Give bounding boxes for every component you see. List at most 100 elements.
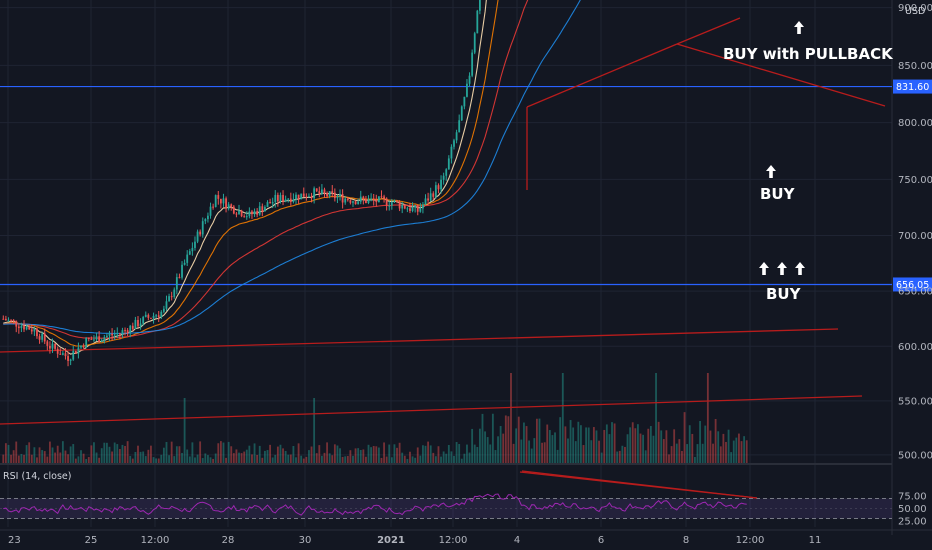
candle-body (160, 311, 163, 317)
candle-body (212, 206, 215, 208)
volume-bar (732, 440, 735, 463)
candle-body (375, 200, 378, 203)
candle-body (453, 140, 455, 147)
trendline[interactable] (676, 17, 741, 45)
volume-bar (649, 426, 652, 463)
candle-body (173, 289, 176, 297)
volume-bar (292, 445, 295, 463)
candle-body (129, 325, 132, 334)
candle-body (287, 198, 290, 200)
candle-body (152, 315, 155, 319)
volume-bar (36, 457, 38, 463)
volume-bar (162, 447, 165, 463)
volume-bar (388, 444, 391, 463)
candle-body (12, 319, 15, 321)
volume-bar (276, 446, 279, 463)
volume-bar (168, 455, 170, 463)
candle-body (134, 319, 137, 329)
candle-body (23, 326, 25, 330)
candle-body (90, 338, 93, 340)
candle-body (77, 347, 80, 354)
candle-body (131, 325, 134, 329)
volume-bar (199, 441, 202, 463)
rsi-trendline[interactable] (521, 470, 758, 499)
candle-body (105, 335, 108, 338)
volume-bar (484, 431, 486, 463)
volume-bar (520, 439, 523, 463)
volume-bar (365, 456, 367, 463)
volume-bar (302, 458, 305, 463)
candle-body (2, 318, 5, 320)
volume-bar (357, 448, 360, 463)
trendline[interactable] (0, 328, 839, 353)
volume-bar (279, 444, 282, 463)
volume-bar (253, 443, 256, 463)
candle-body (398, 201, 401, 209)
volume-bar (217, 443, 220, 463)
volume-bar (105, 442, 108, 463)
volume-bar (634, 428, 637, 463)
candle-body (359, 196, 362, 202)
volume-bar (310, 446, 313, 463)
volume-bar (458, 444, 461, 463)
volume-bar (712, 443, 714, 463)
up-arrow-icon (794, 21, 804, 34)
candle-body (38, 336, 41, 340)
volume-bar (23, 454, 25, 463)
candle-body (297, 194, 300, 200)
volume-bar (668, 454, 670, 463)
volume-bar (429, 445, 432, 463)
volume-bar (137, 445, 139, 463)
volume-bar (214, 453, 217, 463)
candle-body (165, 301, 168, 309)
horizontal-levels[interactable]: 1300.491259.601166.901061.97996.49831.60… (0, 0, 932, 292)
volume-bar (181, 452, 183, 463)
level-label-bg (893, 79, 932, 94)
volume-bar (613, 423, 616, 463)
volume-bar (271, 457, 274, 463)
volume-bar (670, 446, 673, 463)
volume-bar (626, 434, 629, 463)
volume-bar (323, 452, 326, 463)
candle-body (118, 333, 121, 335)
volume-bar (41, 450, 44, 463)
rsi-line (3, 493, 747, 516)
rsi-pane[interactable] (0, 470, 892, 519)
volume-bar (248, 445, 251, 463)
volume-bar (269, 444, 272, 463)
volume-bar (580, 425, 582, 463)
trendline[interactable] (0, 395, 863, 425)
time-tick-label: 4 (514, 535, 520, 546)
volume-bar (282, 448, 284, 463)
candle-body (357, 201, 360, 205)
candle-body (300, 193, 303, 200)
trendline[interactable] (676, 43, 886, 107)
axes: 500.00550.00600.00650.00700.00750.00800.… (8, 3, 932, 546)
volume-bar (719, 446, 722, 463)
volume-bar (455, 442, 458, 463)
candle-body (56, 348, 59, 354)
candle-body (87, 337, 90, 339)
candle-body (367, 199, 370, 203)
candle-body (258, 206, 261, 215)
ema-slow-line (3, 0, 529, 339)
up-arrow-icon (777, 262, 787, 275)
volume-bar (595, 430, 598, 463)
volume-bar (380, 457, 383, 463)
volume-bar (546, 424, 549, 463)
volume-bar (69, 446, 72, 463)
trendline[interactable] (526, 43, 678, 108)
trendlines[interactable] (0, 0, 892, 499)
volume-bar (300, 455, 303, 463)
candle-body (199, 231, 202, 235)
up-arrow-icon (759, 262, 769, 275)
volume-bar (406, 458, 409, 463)
time-tick-label: 23 (8, 535, 21, 546)
candle-body (458, 120, 461, 133)
candle-body (33, 328, 36, 332)
volume-bar (266, 450, 269, 463)
volume-bar (471, 428, 474, 463)
volume-bar (466, 444, 468, 463)
candle-body (251, 211, 253, 215)
